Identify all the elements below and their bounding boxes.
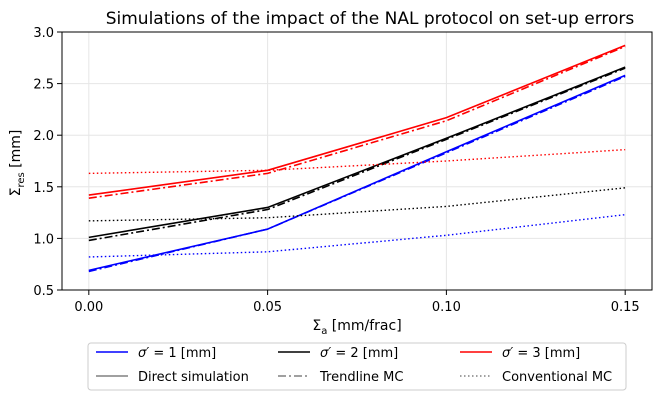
legend-label-sigma3: σ′ = 3 [mm]: [502, 346, 580, 361]
y-tick-label: 2.5: [33, 78, 54, 93]
legend-label-conventional: Conventional MC: [502, 370, 612, 385]
series-line-sigma1-conventional-mc: [88, 213, 626, 258]
x-tick-label: 0.15: [611, 300, 640, 315]
series-group: [88, 44, 626, 273]
y-tick-label: 0.5: [33, 284, 54, 299]
axes: [57, 31, 653, 295]
legend-label-sigma2: σ′ = 2 [mm]: [320, 346, 398, 361]
legend-label-direct: Direct simulation: [138, 370, 249, 385]
legend-box: [87, 342, 627, 391]
x-tick-label: 0.00: [74, 300, 103, 315]
x-tick-label: 0.10: [432, 300, 461, 315]
legend: σ′ = 1 [mm] σ′ = 2 [mm] σ′ = 3 [mm] Direct …: [87, 342, 627, 391]
y-tick-label: 2.0: [33, 129, 54, 144]
x-axis-label: Σa [mm/frac]: [312, 318, 401, 337]
y-axis-label: Σres [mm]: [8, 130, 27, 197]
series-line-sigma2-trendline-mc: [88, 67, 626, 242]
legend-label-trendline: Trendline MC: [319, 370, 403, 385]
series-line-sigma3-conventional-mc: [88, 148, 626, 175]
series-line-sigma3-trendline-mc: [88, 45, 626, 199]
legend-label-sigma1: σ′ = 1 [mm]: [138, 346, 216, 361]
y-tick-label: 1.5: [33, 181, 54, 196]
x-tick-label: 0.05: [253, 300, 282, 315]
tick-labels: 0.00 0.05 0.10 0.15 0.5 1.0 1.5 2.0 2.5 3.0: [33, 26, 639, 315]
chart-title: Simulations of the impact of the NAL pro…: [106, 9, 635, 29]
series-line-sigma2-direct-simulation: [88, 66, 626, 239]
series-line-sigma2-conventional-mc: [88, 187, 626, 222]
y-tick-label: 3.0: [33, 26, 54, 41]
plot-frame: [61, 31, 653, 291]
series-line-sigma3-direct-simulation: [88, 44, 626, 196]
y-tick-label: 1.0: [33, 232, 54, 247]
series-line-sigma1-trendline-mc: [88, 75, 626, 273]
